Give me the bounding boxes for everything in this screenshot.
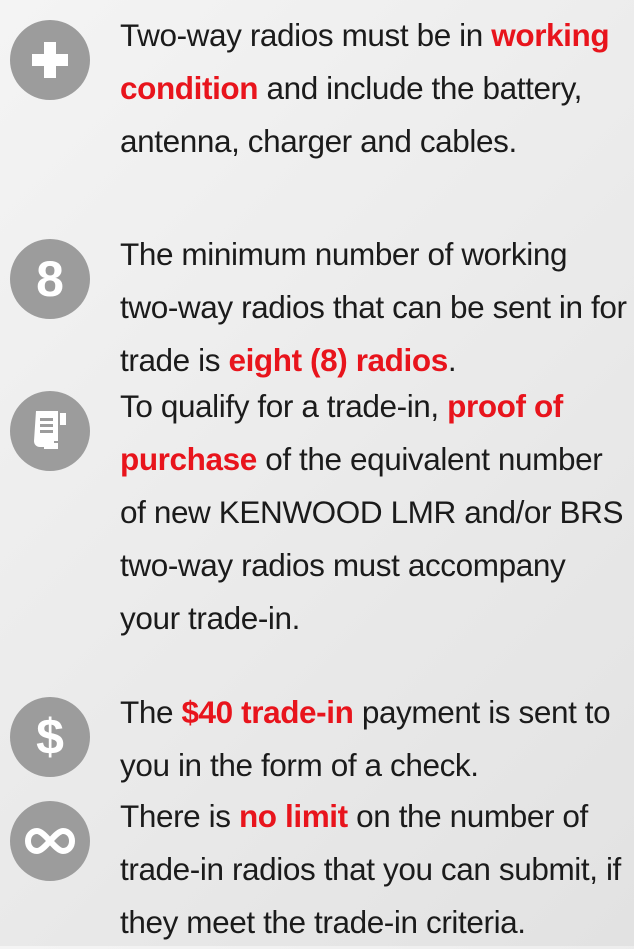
highlight: $40 trade-in (181, 694, 354, 730)
text: payment is sent to you in the form of a … (120, 694, 611, 783)
plus-icon (10, 20, 90, 100)
document-icon (10, 391, 90, 471)
number-icon: 8 (10, 239, 90, 319)
item-text: Two-way radios must be in working condit… (120, 9, 632, 168)
item-text: The minimum number of working two-way ra… (120, 228, 632, 387)
text: on the number of trade-in radios that yo… (120, 798, 621, 940)
text: . (447, 342, 457, 378)
highlight: proof of purchase (120, 388, 563, 477)
icon-text: $ (36, 709, 64, 765)
highlight: no limit (238, 798, 348, 834)
text: To qualify for a trade-in, (120, 388, 448, 424)
text: The (120, 694, 182, 730)
icon-text: 8 (36, 251, 64, 307)
dollar-icon: $ (10, 697, 90, 777)
item-text: There is no limit on the number of trade… (120, 790, 632, 949)
text: There is (120, 798, 239, 834)
text: and include the battery, antenna, charge… (120, 70, 583, 159)
highlight: working condition (120, 17, 610, 106)
item-text: The $40 trade-in payment is sent to you … (120, 686, 632, 792)
text: The minimum number of working two-way ra… (120, 236, 627, 378)
infinity-icon (10, 801, 90, 881)
item-text: To qualify for a trade-in, proof of purc… (120, 380, 632, 645)
text: Two-way radios must be in (120, 17, 492, 53)
highlight: eight (8) radios (228, 342, 448, 378)
text: of the equivalent number of new KENWOOD … (120, 441, 624, 636)
